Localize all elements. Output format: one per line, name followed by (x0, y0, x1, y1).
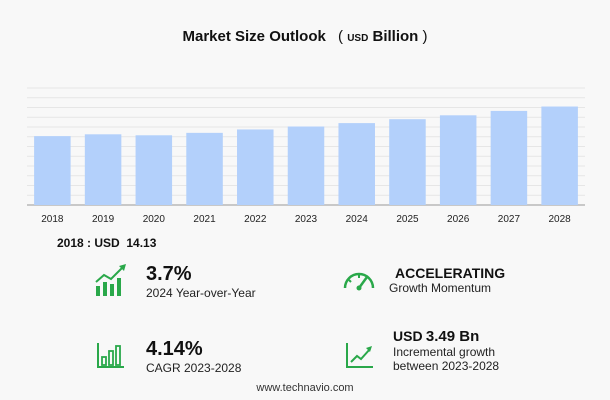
bar-2018 (34, 136, 71, 205)
bar-2028 (541, 106, 578, 205)
momentum-label: Growth Momentum (389, 281, 492, 295)
x-tick-label-2027: 2027 (498, 214, 521, 225)
x-tick-label-2025: 2025 (396, 214, 419, 225)
cagr-metric: 4.14% CAGR 2023-2028 (146, 338, 241, 375)
incremental-value-row: USD 3.49 Bn (393, 328, 499, 345)
incremental-metric: USD 3.49 Bn Incremental growth between 2… (393, 328, 499, 373)
x-tick-label-2018: 2018 (41, 214, 64, 225)
x-tick-label-2019: 2019 (92, 214, 115, 225)
x-tick-label-2028: 2028 (549, 214, 572, 225)
base-year-value: 2018 : USD 14.13 (57, 236, 156, 250)
speedometer-icon (343, 272, 375, 291)
unit-label: ( USD Billion ) (338, 28, 428, 45)
chart-title: Market Size Outlook ( USD Billion ) (0, 28, 610, 45)
bar-2027 (490, 110, 528, 205)
bar-2024 (338, 123, 375, 205)
bar-2019 (84, 134, 122, 205)
x-tick-label-2022: 2022 (244, 214, 267, 225)
cagr-label: CAGR 2023-2028 (146, 361, 242, 375)
source-footer: www.technavio.com (256, 382, 354, 394)
bar-2026 (439, 115, 477, 205)
yoy-metric: 3.7% 2024 Year-over-Year (146, 263, 256, 300)
title-text: Market Size Outlook (182, 28, 326, 45)
incremental-prefix: USD (393, 328, 423, 344)
bar-2020 (135, 135, 173, 205)
incremental-label-1: Incremental growth (393, 345, 496, 359)
x-tick-label-2020: 2020 (143, 214, 166, 225)
unit-main: Billion (372, 28, 419, 45)
bar-chart-icon (97, 343, 124, 368)
x-tick-label-2026: 2026 (447, 214, 470, 225)
trend-up-bars-icon (95, 264, 126, 296)
incremental-label-2: between 2023-2028 (393, 359, 500, 373)
momentum-metric: ACCELERATING Growth Momentum (389, 265, 505, 295)
bar-2022 (237, 129, 274, 205)
bar-2025 (389, 119, 426, 205)
line-growth-icon (346, 343, 373, 368)
incremental-value: 3.49 Bn (425, 328, 480, 345)
momentum-value: ACCELERATING (395, 265, 506, 281)
base-year-label: 2018 : USD (57, 236, 120, 250)
bar-chart: 2018 2019 2020 2021 2022 2023 2024 2025 2026 2027… (27, 87, 585, 225)
bar-2023 (287, 126, 325, 205)
x-tick-label-2021: 2021 (193, 214, 216, 225)
unit-prefix: USD (347, 33, 369, 44)
base-year-number: 14.13 (126, 236, 157, 250)
yoy-label: 2024 Year-over-Year (146, 286, 256, 300)
x-tick-label-2023: 2023 (295, 214, 318, 225)
cagr-value: 4.14% (146, 338, 203, 360)
bar-2021 (186, 132, 223, 205)
yoy-value: 3.7% (146, 263, 192, 285)
x-tick-label-2024: 2024 (346, 214, 369, 225)
